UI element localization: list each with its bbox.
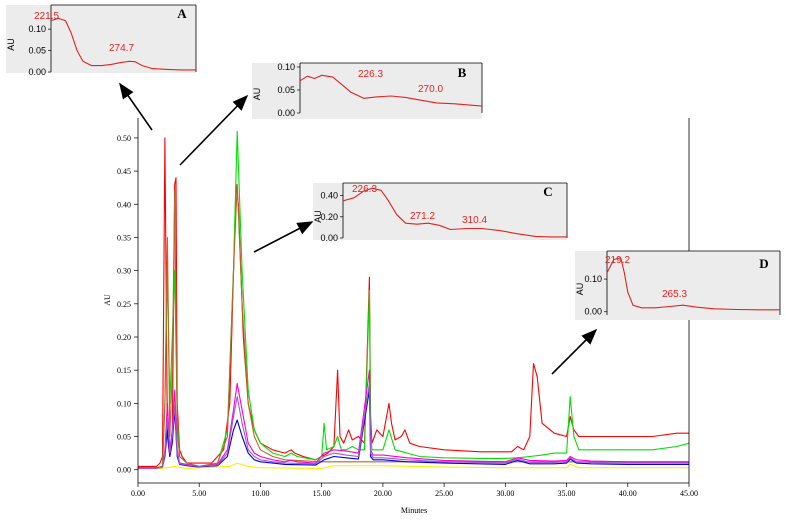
chromatogram-trace-3 xyxy=(138,183,689,469)
chromatogram-trace-6 xyxy=(137,462,689,470)
inset-panel-letter: C xyxy=(543,184,552,199)
arrow-to-inset-c xyxy=(253,221,314,253)
y-tick-label: 0.30 xyxy=(117,267,131,276)
inset-y-tick-label: 0.00 xyxy=(277,108,295,118)
uv-spectrum-inset-b: 0.10 0.05 0.00 AU B 226.3 270.0 xyxy=(252,62,483,119)
x-tick-label: 15.00 xyxy=(313,489,331,498)
y-axis-label: AU xyxy=(103,294,112,306)
inset-spectrum-line xyxy=(606,257,780,311)
y-tick-label: 0.25 xyxy=(117,300,131,309)
x-tick-label: 0.00 xyxy=(131,489,145,498)
y-tick-label: 0.20 xyxy=(117,333,131,342)
inset-spectrum-line xyxy=(299,74,483,107)
inset-y-tick-label: 0.10 xyxy=(584,274,602,284)
inset-y-tick-label: 0.20 xyxy=(320,212,338,222)
uv-spectrum-inset-a: 0.10 0.05 0.00 AU A 221.5 274.7 xyxy=(6,4,197,77)
inset-background xyxy=(6,5,196,73)
inset-panel-letter: A xyxy=(177,6,187,21)
inset-background xyxy=(575,251,780,320)
inset-peak-label: 221.5 xyxy=(34,11,59,22)
x-tick-label: 20.00 xyxy=(374,489,392,498)
inset-background xyxy=(252,63,482,119)
inset-y-axis-label: AU xyxy=(252,88,262,101)
inset-background xyxy=(313,183,567,240)
inset-panel-letter: D xyxy=(759,256,768,271)
inset-y-tick-label: 0.10 xyxy=(277,62,295,72)
x-tick-label: 30.00 xyxy=(496,489,514,498)
inset-peak-label: 274.7 xyxy=(109,43,134,54)
inset-y-tick-label: 0.05 xyxy=(277,85,295,95)
uv-spectrum-inset-c: 0.40 0.20 0.00 AU C 226.3 271.2 310.4 xyxy=(313,182,568,243)
inset-y-tick-label: 0.05 xyxy=(28,46,46,56)
y-tick-label: 0.15 xyxy=(117,366,131,375)
inset-spectrum-line xyxy=(50,17,196,71)
y-tick-label: 0.35 xyxy=(117,233,131,242)
x-tick-label: 25.00 xyxy=(435,489,453,498)
arrow-to-inset-b xyxy=(179,94,249,166)
inset-y-tick-label: 0.40 xyxy=(320,191,338,201)
inset-y-axis-label: AU xyxy=(575,283,585,296)
x-tick-label: 40.00 xyxy=(619,489,637,498)
inset-peak-label: 226.3 xyxy=(358,69,383,80)
x-tick-label: 45.00 xyxy=(680,489,698,498)
inset-peak-label: 310.4 xyxy=(462,215,487,226)
y-tick-label: 0.10 xyxy=(117,399,131,408)
y-tick-label: 0.00 xyxy=(117,466,131,475)
chromatogram-trace-7 xyxy=(138,382,689,469)
inset-y-axis-label: AU xyxy=(313,210,323,223)
x-tick-label: 10.00 xyxy=(251,489,269,498)
chromatogram-trace-1 xyxy=(138,137,689,467)
inset-y-tick-label: 0.00 xyxy=(28,67,46,77)
inset-peak-label: 270.0 xyxy=(418,84,443,95)
x-axis-label: Minutes xyxy=(401,506,427,515)
inset-y-tick-label: 0.00 xyxy=(584,307,602,317)
main-chromatogram: 0.00 5.00 10.00 15.00 20.00 25.00 30.00 35.00 40… xyxy=(103,118,698,515)
inset-peak-label: 271.2 xyxy=(410,211,435,222)
inset-y-tick-label: 0.00 xyxy=(320,233,338,243)
chromatogram-trace-5 xyxy=(138,389,689,469)
inset-spectrum-line xyxy=(342,187,567,238)
inset-peak-label: 219.2 xyxy=(605,255,630,266)
arrow-to-inset-d xyxy=(551,328,598,375)
x-tick-label: 5.00 xyxy=(192,489,206,498)
uv-spectrum-inset-d: 0.10 0.00 AU D 219.2 265.3 xyxy=(575,250,781,320)
y-tick-label: 0.05 xyxy=(117,433,131,442)
inset-peak-label: 265.3 xyxy=(662,289,687,300)
x-tick-label: 35.00 xyxy=(558,489,576,498)
y-tick-label: 0.50 xyxy=(117,134,131,143)
y-tick-label: 0.45 xyxy=(117,167,131,176)
arrow-to-inset-a xyxy=(119,82,153,131)
inset-y-tick-label: 0.10 xyxy=(28,24,46,34)
inset-panel-letter: B xyxy=(458,65,467,80)
inset-y-axis-label: AU xyxy=(6,38,16,51)
y-tick-label: 0.40 xyxy=(117,200,131,209)
inset-peak-label: 226.3 xyxy=(352,184,377,195)
